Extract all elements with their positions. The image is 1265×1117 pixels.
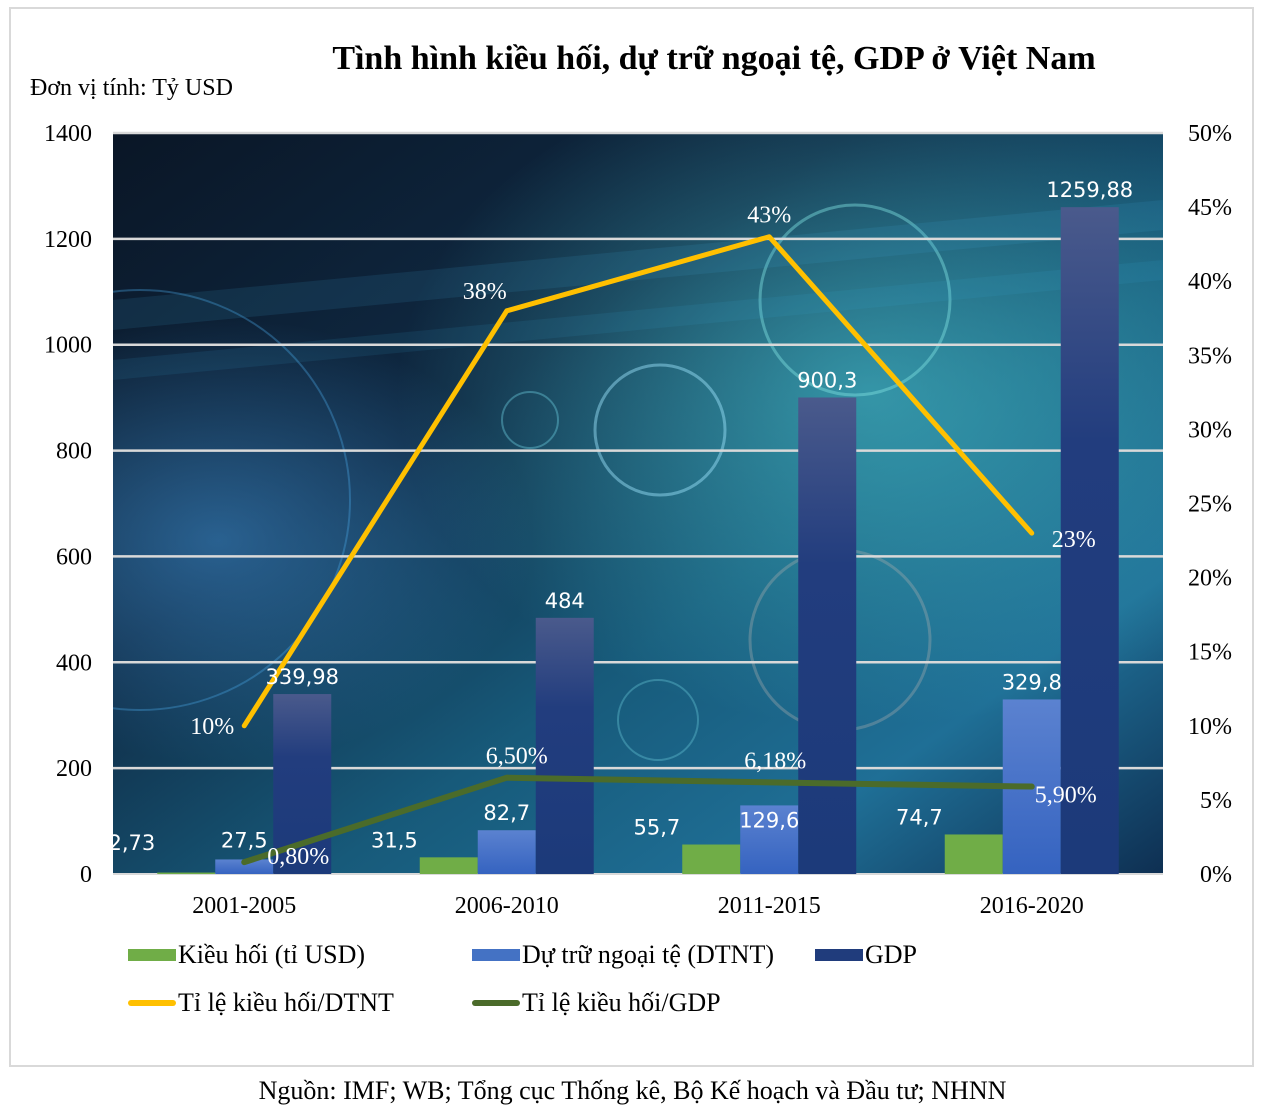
legend-swatch-gdp [815, 949, 863, 961]
gridlines [113, 131, 1163, 875]
y2-tick-label: 30% [1188, 417, 1232, 443]
secondary-y-axis: 0% 5% 10% 15% 20% 25% 30% 35% 40% 45% 50% [1188, 121, 1232, 888]
line-ti-le-gdp [241, 774, 1035, 866]
y2-tick-label: 25% [1188, 492, 1232, 518]
legend-item-gdp: GDP [815, 940, 917, 970]
y2-tick-label: 10% [1188, 714, 1232, 740]
bar-dtnt [215, 859, 274, 874]
y-tick-label: 800 [56, 439, 92, 465]
data-label: 339,98 [266, 665, 339, 689]
bar-gdp [798, 397, 857, 874]
line-ti-le-dtnt [241, 234, 1035, 729]
y2-tick-label: 0% [1200, 862, 1232, 888]
y-tick-label: 600 [56, 544, 92, 570]
legend-item-ti-le-dtnt: Tỉ lệ kiều hối/DTNT [128, 988, 394, 1018]
x-tick-label: 2011-2015 [718, 893, 821, 919]
source-note: Nguồn: IMF; WB; Tổng cục Thống kê, Bộ Kế… [258, 1076, 1007, 1105]
y2-tick-label: 40% [1188, 269, 1232, 295]
data-label: 55,7 [633, 816, 680, 840]
legend-item-ti-le-gdp: Tỉ lệ kiều hối/GDP [472, 988, 721, 1018]
legend-swatch-dtnt [472, 949, 520, 961]
x-tick-label: 2001-2005 [192, 893, 296, 919]
data-label: 1259,88 [1046, 178, 1133, 202]
data-label: 129,6 [739, 808, 799, 832]
data-label: 0,80% [267, 844, 329, 870]
x-axis: 2001-2005 2006-2010 2011-2015 2016-2020 [192, 893, 1084, 919]
data-label: 329,8 [1002, 670, 1062, 694]
y2-tick-label: 50% [1188, 121, 1232, 147]
bars [157, 207, 1119, 874]
legend-swatch-ti-le-dtnt [128, 1000, 176, 1006]
data-label: 900,3 [797, 368, 857, 392]
bar-gdp [535, 617, 594, 874]
data-label: 6,50% [486, 744, 548, 770]
data-label: 2,73 [108, 831, 155, 855]
data-label: 23% [1052, 527, 1096, 553]
y2-tick-label: 20% [1188, 566, 1232, 592]
data-label: 6,18% [744, 748, 806, 774]
legend-label-ti-le-dtnt: Tỉ lệ kiều hối/DTNT [178, 988, 394, 1017]
bar-gdp [1060, 207, 1119, 874]
y-tick-label: 1000 [44, 333, 92, 359]
data-label: 74,7 [896, 805, 943, 829]
data-label: 484 [545, 589, 585, 613]
legend-label-dtnt: Dự trữ ngoại tệ (DTNT) [522, 940, 775, 969]
legend-label-kieu-hoi: Kiều hối (tỉ USD) [178, 940, 366, 969]
y-tick-label: 1200 [44, 227, 92, 253]
bar-kieu-hoi [682, 844, 741, 874]
y2-tick-label: 15% [1188, 640, 1232, 666]
bar-dtnt [740, 805, 799, 874]
bar-kieu-hoi [944, 834, 1003, 874]
y2-tick-label: 5% [1200, 788, 1232, 814]
lines [241, 234, 1035, 866]
primary-y-axis: 0 200 400 600 800 1000 1200 1400 [44, 121, 92, 888]
data-label: 82,7 [483, 801, 530, 825]
unit-label: Đơn vị tính: Tỷ USD [30, 75, 233, 101]
y2-tick-label: 35% [1188, 343, 1232, 369]
data-label: 27,5 [221, 828, 268, 852]
y2-tick-label: 45% [1188, 195, 1232, 221]
y-tick-label: 200 [56, 756, 92, 782]
chart-title: Tình hình kiều hối, dự trữ ngoại tệ, GDP… [332, 40, 1096, 77]
x-tick-label: 2016-2020 [980, 893, 1084, 919]
y-tick-label: 0 [80, 862, 92, 888]
y-tick-label: 400 [56, 650, 92, 676]
legend-swatch-kieu-hoi [128, 949, 176, 961]
y-tick-label: 1400 [44, 121, 92, 147]
bar-dtnt [477, 830, 536, 874]
legend-label-ti-le-gdp: Tỉ lệ kiều hối/GDP [522, 988, 721, 1017]
bar-kieu-hoi [157, 872, 216, 874]
legend-label-gdp: GDP [865, 940, 918, 969]
legend-item-dtnt: Dự trữ ngoại tệ (DTNT) [472, 940, 774, 970]
bar-kieu-hoi [419, 857, 478, 874]
legend-item-kieu-hoi: Kiều hối (tỉ USD) [128, 940, 365, 970]
data-label: 43% [747, 203, 791, 229]
data-label: 38% [463, 279, 507, 305]
data-label: 5,90% [1035, 783, 1097, 809]
legend-swatch-ti-le-gdp [472, 1000, 520, 1006]
x-tick-label: 2006-2010 [455, 893, 559, 919]
data-labels: 2,73 31,5 55,7 74,7 27,5 82,7 129,6 329,8 339,98… [108, 178, 1133, 870]
data-label: 31,5 [371, 828, 418, 852]
data-label: 10% [190, 714, 234, 740]
